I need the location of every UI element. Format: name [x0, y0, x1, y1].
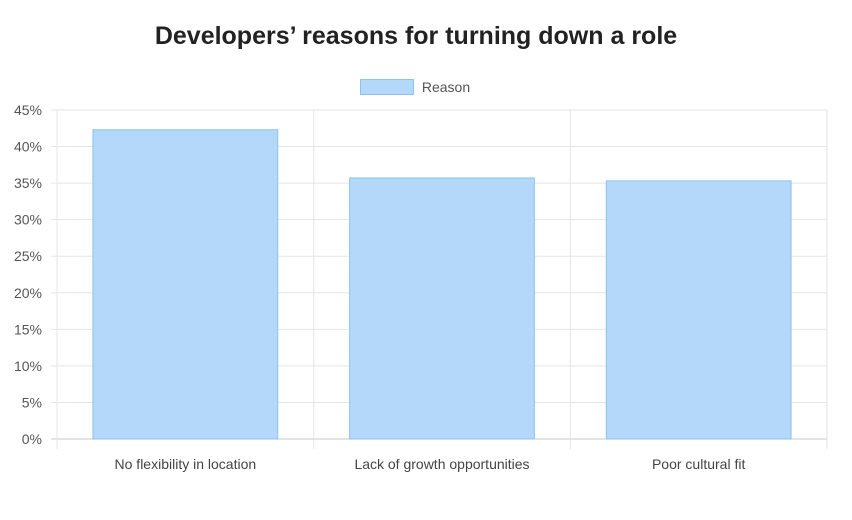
- y-tick-label: 25%: [14, 248, 42, 264]
- y-tick-label: 45%: [14, 102, 42, 118]
- legend-swatch: [359, 79, 414, 95]
- y-tick-label: 5%: [22, 394, 42, 410]
- y-tick-label: 20%: [14, 285, 42, 301]
- y-tick-label: 40%: [14, 139, 42, 155]
- bar: [605, 180, 792, 440]
- y-tick-label: 10%: [14, 358, 42, 374]
- legend[interactable]: Reason: [0, 79, 830, 95]
- chart-title: Developers’ reasons for turning down a r…: [154, 22, 678, 50]
- y-tick-label: 0%: [22, 431, 42, 447]
- y-tick-label: 35%: [14, 175, 42, 191]
- x-tick-label: Poor cultural fit: [652, 456, 745, 472]
- y-tick-label: 15%: [14, 321, 42, 337]
- bar: [92, 129, 279, 440]
- x-tick-label: Lack of growth opportunities: [354, 456, 529, 472]
- bar: [349, 177, 535, 440]
- y-tick-label: 30%: [14, 212, 42, 228]
- legend-label: Reason: [421, 79, 471, 95]
- x-tick-label: No flexibility in location: [115, 456, 257, 472]
